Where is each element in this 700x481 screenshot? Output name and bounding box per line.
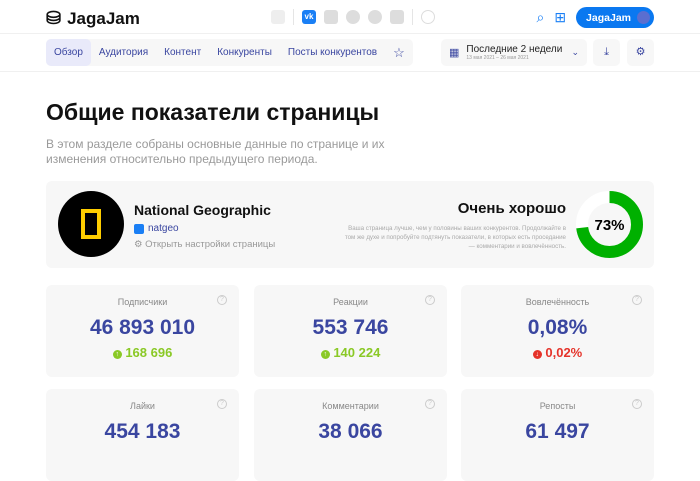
vk-icon <box>134 223 144 234</box>
stat-change: ↑ 140 224 <box>254 345 447 360</box>
youtube-icon[interactable] <box>390 10 404 24</box>
ok-icon[interactable] <box>324 10 338 24</box>
score-arc <box>576 191 643 258</box>
help-icon[interactable]: ? <box>217 295 227 305</box>
score-label: 73% <box>594 217 624 234</box>
stat-card-likes: Лайки ? 454 183 <box>46 389 239 481</box>
stat-value: 454 183 <box>104 420 181 443</box>
tab-audience[interactable]: Аудитория <box>98 47 149 58</box>
divider <box>0 33 700 34</box>
tab-overview[interactable]: Обзор <box>46 39 91 66</box>
settings-button[interactable]: ⚙ <box>627 39 654 66</box>
stat-value: 553 746 <box>312 316 389 339</box>
score-donut: 73% <box>576 191 643 258</box>
stat-label: Реакции <box>333 297 368 307</box>
telegram-icon[interactable] <box>346 10 360 24</box>
stat-card-subscribers: Подписчики ? 46 893 010 ↑ 168 696 <box>46 285 239 377</box>
gear-icon: ⚙ <box>635 46 646 58</box>
tab-competitors[interactable]: Конкуренты <box>217 47 272 58</box>
help-icon[interactable]: ? <box>425 399 435 409</box>
avatar <box>58 191 124 257</box>
divider <box>293 9 294 25</box>
stat-card-reposts: Репосты ? 61 497 <box>461 389 654 481</box>
stat-label: Вовлечённость <box>525 297 590 307</box>
stat-label: Репосты <box>539 401 576 411</box>
gear-icon: ⚙ <box>134 239 146 250</box>
chevron-down-icon: ⌄ <box>571 47 579 57</box>
tab-competitor-posts[interactable]: Посты конкурентов <box>287 47 378 58</box>
date-range-select[interactable]: ▦ Последние 2 недели 13 мая 2021 – 26 мая… <box>441 39 587 66</box>
user-button[interactable]: JagaJam <box>576 7 654 28</box>
page-description: В этом разделе собраны основные данные п… <box>46 137 385 166</box>
jar-icon: ⛁ <box>46 8 62 28</box>
rating-title: Очень хорошо <box>457 200 566 217</box>
social-switcher: vk <box>271 9 435 25</box>
stat-label: Лайки <box>130 401 155 411</box>
help-icon[interactable]: ? <box>632 295 642 305</box>
tab-content[interactable]: Контент <box>164 47 202 58</box>
search-icon[interactable]: ⌕ <box>536 9 545 25</box>
add-icon[interactable] <box>421 10 435 24</box>
stat-card-engagement: Вовлечённость ? 0,08% ↓ 0,02% <box>461 285 654 377</box>
stat-value: 0,08% <box>527 316 588 339</box>
stat-label: Комментарии <box>322 401 379 411</box>
stat-value: 46 893 010 <box>89 316 196 339</box>
stat-change: ↑ 168 696 <box>46 345 239 360</box>
star-icon[interactable]: ☆ <box>393 45 405 60</box>
arrow-down-icon: ↓ <box>532 350 542 359</box>
page-title: Общие показатели страницы <box>46 99 380 125</box>
help-icon[interactable]: ? <box>632 399 642 409</box>
stat-card-reactions: Реакции ? 553 746 ↑ 140 224 <box>254 285 447 377</box>
help-icon[interactable]: ? <box>425 295 435 305</box>
stat-card-comments: Комментарии ? 38 066 <box>254 389 447 481</box>
divider <box>0 71 700 72</box>
page-settings-link[interactable]: ⚙ Открыть настройки страницы <box>134 239 276 250</box>
stat-value: 38 066 <box>318 420 383 443</box>
download-icon: ⤓ <box>604 46 609 58</box>
vk-icon[interactable]: vk <box>302 10 316 24</box>
avatar <box>637 11 650 24</box>
page-handle[interactable]: natgeo <box>134 223 179 234</box>
stat-change: ↓ 0,02% <box>461 345 654 360</box>
arrow-up-icon: ↑ <box>320 350 330 359</box>
apps-icon[interactable]: ⊞ <box>554 9 567 25</box>
download-button[interactable]: ⤓ <box>593 39 620 66</box>
profile-card: National Geographic natgeo ⚙ Открыть нас… <box>46 181 654 268</box>
logo[interactable]: ⛁ JagaJam <box>46 8 140 28</box>
stat-value: 61 497 <box>525 420 590 443</box>
help-icon[interactable]: ? <box>217 399 227 409</box>
rating-description: Ваша страница лучше, чем у половины ваши… <box>344 225 566 250</box>
divider <box>412 9 413 25</box>
stat-label: Подписчики <box>117 297 168 307</box>
grid-icon[interactable] <box>271 10 285 24</box>
twitter-icon[interactable] <box>368 10 382 24</box>
calendar-icon: ▦ <box>449 47 460 59</box>
arrow-up-icon: ↑ <box>112 350 122 359</box>
nav-tabs: Обзор Аудитория Контент Конкуренты Посты… <box>46 39 413 66</box>
page-name: National Geographic <box>134 202 271 218</box>
